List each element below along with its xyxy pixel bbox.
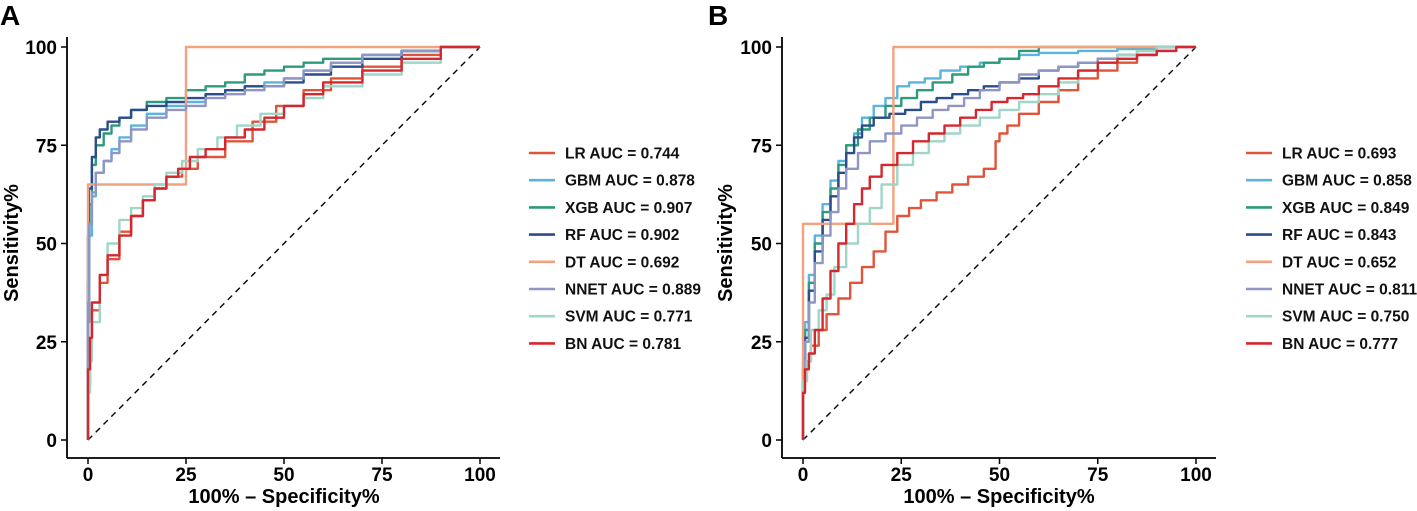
legend-label-bn: BN AUC = 0.781	[565, 336, 682, 353]
roc-panel-b: B 0 25 50 75 100 0 25 50 75 100 LR AUC = 0.693 GBM…	[708, 0, 1417, 508]
roc-curve-xgb	[801, 45, 1196, 440]
legend-label-nnet: NNET AUC = 0.889	[565, 282, 701, 299]
x-tick-label: 25	[175, 465, 197, 486]
y-tick-label: 25	[36, 333, 58, 354]
y-tick-label: 50	[751, 235, 772, 256]
axes-b: 0 25 50 75 100 0 25 50 75 100	[740, 37, 1216, 486]
x-tick-label: 100	[464, 465, 496, 486]
reference-diagonal-line	[87, 46, 481, 441]
legend-label-lr: LR AUC = 0.693	[1282, 146, 1397, 163]
roc-curve-dt	[801, 45, 1196, 440]
y-tick-label: 0	[46, 431, 57, 452]
y-tick-label: 25	[751, 333, 773, 354]
reference-diagonal-line	[802, 46, 1197, 441]
axes-a: 0 25 50 75 100 0 25 50 75 100	[25, 37, 500, 486]
roc-curve-lr	[801, 45, 1196, 440]
legend-label-nnet: NNET AUC = 0.811	[1282, 282, 1417, 299]
x-axis-title-b: 100% – Specificity%	[903, 486, 1094, 508]
roc-curve-nnet	[86, 45, 480, 440]
curves-b	[801, 45, 1197, 441]
legend-label-gbm: GBM AUC = 0.878	[565, 173, 695, 190]
legend-label-xgb: XGB AUC = 0.849	[1282, 200, 1410, 217]
x-tick-label: 100	[1180, 465, 1212, 486]
legend-label-rf: RF AUC = 0.843	[1282, 227, 1397, 244]
legend-label-rf: RF AUC = 0.902	[565, 227, 679, 244]
x-tick-label: 25	[891, 465, 913, 486]
y-tick-label: 100	[25, 38, 57, 59]
x-tick-label: 0	[83, 465, 94, 486]
legend-label-dt: DT AUC = 0.652	[1282, 254, 1396, 271]
legend-label-lr: LR AUC = 0.744	[565, 146, 680, 163]
y-axis-title-b: Sensitivity%	[715, 184, 737, 302]
legend-label-dt: DT AUC = 0.692	[565, 254, 679, 271]
y-tick-label: 75	[36, 136, 58, 157]
y-tick-label: 100	[740, 38, 772, 59]
roc-curve-bn	[86, 45, 480, 440]
roc-curve-nnet	[801, 45, 1196, 440]
legend-label-gbm: GBM AUC = 0.858	[1282, 173, 1412, 190]
panel-label-b: B	[708, 0, 728, 31]
legend-label-svm: SVM AUC = 0.771	[565, 309, 693, 326]
x-tick-label: 0	[798, 465, 809, 486]
legend-label-svm: SVM AUC = 0.750	[1282, 309, 1409, 326]
x-tick-label: 50	[989, 465, 1010, 486]
panel-label-a: A	[0, 0, 20, 31]
curves-a	[86, 45, 481, 441]
y-tick-label: 75	[751, 136, 773, 157]
x-axis-title-a: 100% – Specificity%	[188, 486, 379, 508]
legend-label-bn: BN AUC = 0.777	[1282, 336, 1398, 353]
x-tick-label: 75	[1087, 465, 1109, 486]
y-tick-label: 0	[761, 431, 772, 452]
y-tick-label: 50	[36, 235, 57, 256]
roc-panel-a: A 0 25 50 75 100 0 25 50 75 100 LR AUC = 0.744 GBM…	[0, 0, 701, 508]
roc-curve-bn	[801, 45, 1196, 440]
legend-label-xgb: XGB AUC = 0.907	[565, 200, 692, 217]
y-axis-title-a: Sensitivity%	[1, 184, 23, 302]
legend-a: LR AUC = 0.744 GBM AUC = 0.878 XGB AUC = 0…	[529, 146, 701, 353]
x-tick-label: 50	[273, 465, 294, 486]
x-tick-label: 75	[371, 465, 393, 486]
legend-b: LR AUC = 0.693 GBM AUC = 0.858 XGB AUC = 0…	[1246, 146, 1417, 353]
